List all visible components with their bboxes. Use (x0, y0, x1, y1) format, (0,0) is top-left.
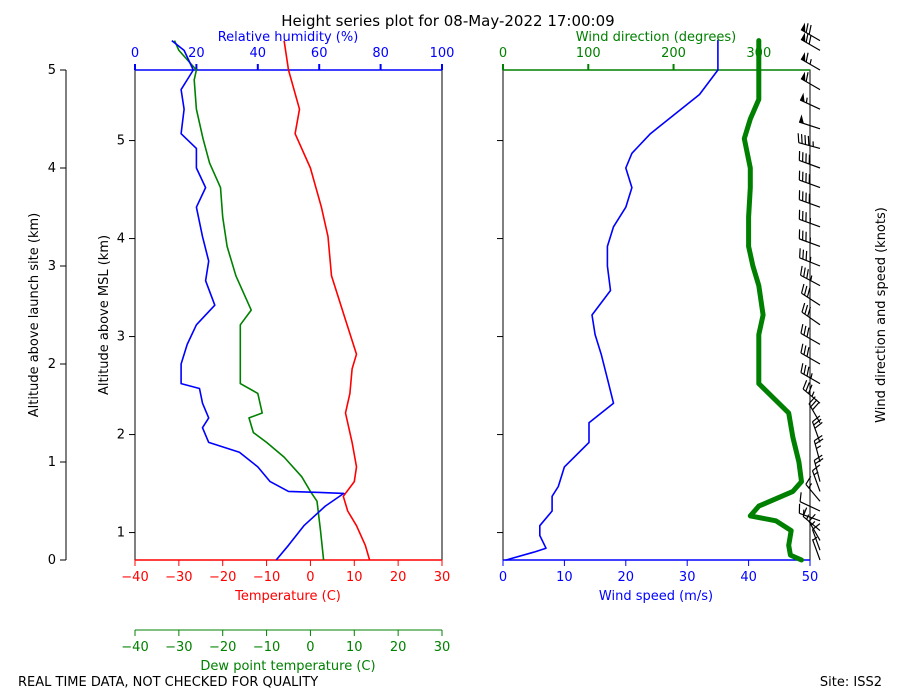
wind-barb (800, 71, 821, 91)
wind-barb (799, 92, 821, 110)
wind-barb (800, 22, 821, 42)
rh-tick-label: 0 (131, 46, 139, 61)
dewpoint-tick-label: −10 (253, 640, 280, 655)
wind-speed-axis-label: Wind speed (m/s) (599, 589, 713, 604)
rh-tick-label: 40 (250, 46, 267, 61)
wind-direction-axis: Wind direction (degrees) 0 100 200 300 (499, 30, 810, 71)
wind-barb (798, 229, 821, 247)
thermo-series (171, 39, 371, 561)
wind-speed-axis: Wind speed (m/s) 0 10 20 30 40 50 (499, 559, 819, 604)
relative-humidity-line (171, 39, 345, 561)
agl-tick-label: 1 (48, 455, 56, 470)
wind-barb (798, 170, 821, 189)
msl-tick-label: 2 (117, 428, 125, 443)
wind-direction-tick-label: 0 (499, 46, 507, 61)
wind-speed-tick-label: 20 (618, 570, 635, 585)
site-label: Site: ISS2 (820, 675, 882, 690)
agl-tick-label: 3 (48, 259, 56, 274)
wind-direction-line (741, 38, 804, 563)
wind-barb (800, 32, 821, 51)
wind-direction-tick-label: 200 (661, 46, 686, 61)
temperature-line (283, 40, 371, 561)
temperature-tick-label: 20 (390, 570, 407, 585)
wind-barb (798, 190, 821, 208)
agl-tick-label: 2 (48, 357, 56, 372)
rh-tick-label: 80 (372, 46, 389, 61)
wind-barb (800, 343, 821, 365)
agl-tick-label: 0 (48, 553, 56, 568)
wind-barb (798, 114, 821, 130)
wind-barb (811, 536, 821, 561)
wind-barb (800, 52, 821, 71)
temperature-tick-label: −30 (165, 570, 192, 585)
wind-panel: Wind speed (m/s) 0 10 20 30 40 50 Wind direct… (497, 22, 889, 604)
temperature-tick-label: 10 (346, 570, 363, 585)
wind-barb (811, 415, 823, 443)
wind-direction-tick-label: 100 (576, 46, 601, 61)
agl-tick-label: 4 (48, 161, 56, 176)
dewpoint-tick-label: 20 (390, 640, 407, 655)
rh-tick-label: 60 (311, 46, 328, 61)
altitude-msl-axis: Altitude above MSL (km) 1 2 3 4 5 (97, 134, 135, 541)
msl-tick-label: 1 (117, 526, 125, 541)
wind-barb (802, 380, 821, 404)
altitude-agl-axis: Altitude above launch site (km) 0 1 2 3 4 5 (27, 63, 67, 568)
rh-axis-label: Relative humidity (%) (218, 30, 359, 45)
wind-barb (800, 363, 821, 385)
dewpoint-tick-label: 30 (434, 640, 451, 655)
temperature-axis: Temperature (C) −40 −30 −20 −10 0 10 20 30 (121, 559, 451, 604)
wind-barb (800, 323, 821, 345)
msl-tick-label: 3 (117, 330, 125, 345)
agl-tick-label: 5 (48, 63, 56, 78)
wind-barb (798, 503, 821, 522)
temperature-tick-label: −40 (121, 570, 148, 585)
temperature-tick-label: 30 (434, 570, 451, 585)
wind-barb (798, 150, 821, 169)
wind-barb (798, 209, 821, 228)
altitude-msl-label: Altitude above MSL (km) (97, 235, 112, 395)
wind-speed-tick-label: 30 (679, 570, 696, 585)
dewpoint-tick-label: −40 (121, 640, 148, 655)
dewpoint-tick-label: 0 (306, 640, 314, 655)
temperature-tick-label: −20 (209, 570, 236, 585)
wind-barb (799, 248, 821, 267)
dewpoint-tick-label: 10 (346, 640, 363, 655)
rh-tick-label: 100 (430, 46, 455, 61)
wind-speed-tick-label: 50 (802, 570, 819, 585)
wind-barb (801, 302, 821, 326)
wind-barb-label: Wind direction and speed (knots) (874, 207, 889, 423)
dewpoint-tick-label: −30 (165, 640, 192, 655)
dewpoint-axis-label: Dew point temperature (C) (200, 659, 375, 674)
wind-barb (805, 475, 821, 502)
thermo-plot-frame (134, 69, 443, 561)
wind-speed-tick-label: 0 (499, 570, 507, 585)
thermo-panel: Altitude above launch site (km) 0 1 2 3 4 5 A… (27, 30, 454, 674)
altitude-agl-label: Altitude above launch site (km) (27, 213, 42, 417)
wind-barb (800, 283, 821, 306)
wind-barb (808, 396, 821, 424)
wind-barb (799, 492, 821, 512)
temperature-tick-label: −10 (253, 570, 280, 585)
rh-axis: Relative humidity (%) 0 20 40 60 80 100 (131, 30, 455, 71)
msl-tick-label: 5 (117, 134, 125, 149)
rh-tick-label: 20 (188, 46, 205, 61)
wind-barb (797, 133, 821, 149)
wind-speed-tick-label: 40 (740, 570, 757, 585)
wind-barbs (797, 22, 824, 561)
wind-speed-tick-label: 10 (556, 570, 573, 585)
dew-point-line (173, 40, 325, 561)
quality-disclaimer: REAL TIME DATA, NOT CHECKED FOR QUALITY (18, 675, 318, 690)
msl-tick-label: 4 (117, 232, 125, 247)
wind-speed-line (505, 39, 719, 561)
temperature-tick-label: 0 (306, 570, 314, 585)
wind-barb (799, 265, 821, 287)
figure-title: Height series plot for 08-May-2022 17:00… (281, 12, 614, 30)
wind-direction-axis-label: Wind direction (degrees) (576, 30, 736, 45)
wind-series (505, 38, 804, 563)
temperature-axis-label: Temperature (C) (234, 589, 341, 604)
dewpoint-axis: Dew point temperature (C) −40 −30 −20 −10 0 1… (121, 629, 451, 674)
dewpoint-tick-label: −20 (209, 640, 236, 655)
